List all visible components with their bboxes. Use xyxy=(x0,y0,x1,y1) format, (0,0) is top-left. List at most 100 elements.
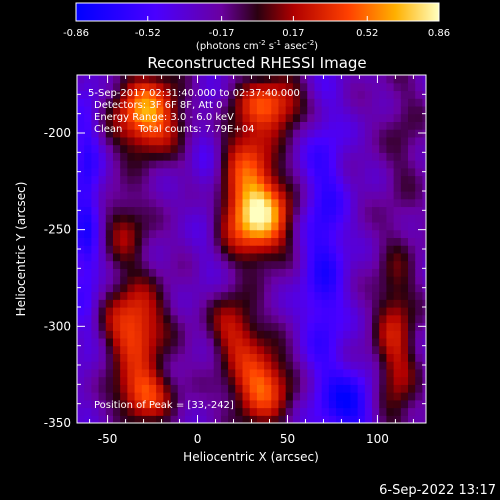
heatmap-cell xyxy=(264,82,272,92)
heatmap-cell xyxy=(307,229,316,238)
heatmap-cell xyxy=(300,283,308,293)
heatmap-cell xyxy=(249,392,258,401)
heatmap-cell xyxy=(336,105,344,115)
heatmap-cell xyxy=(408,392,416,401)
heatmap-cell xyxy=(408,167,416,177)
heatmap-cell xyxy=(177,307,186,316)
heatmap-cell xyxy=(249,245,258,254)
heatmap-cell xyxy=(235,252,244,262)
heatmap-cell xyxy=(400,237,409,246)
heatmap-cell xyxy=(199,283,208,293)
heatmap-cell xyxy=(292,160,301,169)
heatmap-cell xyxy=(264,415,272,423)
heatmap-cell xyxy=(206,299,215,308)
heatmap-cell xyxy=(134,314,143,324)
heatmap-cell xyxy=(199,214,208,223)
heatmap-cell xyxy=(393,361,402,370)
heatmap-cell xyxy=(415,307,424,316)
heatmap-cell xyxy=(84,229,92,238)
heatmap-cell xyxy=(264,121,272,130)
heatmap-cell xyxy=(91,299,100,308)
heatmap-cell xyxy=(170,183,179,192)
heatmap-cell xyxy=(199,407,208,416)
heatmap-cell xyxy=(228,268,236,277)
heatmap-cell xyxy=(199,376,208,385)
heatmap-cell xyxy=(184,252,193,262)
heatmap-cell xyxy=(400,268,409,277)
heatmap-cell xyxy=(350,221,359,231)
heatmap-cell xyxy=(415,206,424,215)
heatmap-cell xyxy=(415,368,424,378)
heatmap-cell xyxy=(228,160,236,169)
heatmap-cell xyxy=(264,167,272,177)
heatmap-cell xyxy=(256,160,265,169)
heatmap-cell xyxy=(314,353,323,362)
heatmap-cell xyxy=(192,330,200,339)
heatmap-cell xyxy=(184,361,193,370)
heatmap-cell xyxy=(206,245,215,254)
heatmap-cell xyxy=(242,237,251,246)
heatmap-cell xyxy=(199,314,208,324)
heatmap-cell xyxy=(271,206,280,215)
heatmap-cell xyxy=(415,121,424,130)
heatmap-cell xyxy=(213,399,222,409)
heatmap-cell xyxy=(220,136,229,146)
heatmap-cell xyxy=(357,337,366,347)
heatmap-cell xyxy=(300,229,308,238)
heatmap-cell xyxy=(91,229,100,238)
heatmap-cell xyxy=(336,268,344,277)
heatmap-cell xyxy=(228,337,236,347)
heatmap-cell xyxy=(105,237,114,246)
heatmap-cell xyxy=(120,245,128,254)
heatmap-cell xyxy=(134,376,143,385)
heatmap-cell xyxy=(372,75,380,84)
heatmap-cell xyxy=(228,90,236,99)
heatmap-cell xyxy=(134,105,143,115)
heatmap-cell xyxy=(264,322,272,331)
heatmap-cell xyxy=(127,307,136,316)
heatmap-cell xyxy=(98,152,107,161)
heatmap-cell xyxy=(343,214,352,223)
heatmap-cell xyxy=(336,260,344,269)
heatmap-cell xyxy=(98,98,107,107)
heatmap-cell xyxy=(220,129,229,138)
heatmap-cell xyxy=(156,314,164,324)
heatmap-cell xyxy=(415,191,424,200)
heatmap-cell xyxy=(199,276,208,285)
heatmap-cell xyxy=(271,268,280,277)
heatmap-cell xyxy=(112,75,121,84)
heatmap-cell xyxy=(220,353,229,362)
heatmap-cell xyxy=(163,337,172,347)
heatmap-cell xyxy=(408,353,416,362)
heatmap-cell xyxy=(249,183,258,192)
heatmap-cell xyxy=(307,337,316,347)
heatmap-cell xyxy=(156,337,164,347)
heatmap-cell xyxy=(120,237,128,246)
heatmap-cell xyxy=(213,252,222,262)
heatmap-cell xyxy=(112,183,121,192)
heatmap-cell xyxy=(264,384,272,393)
heatmap-cell xyxy=(242,276,251,285)
heatmap-cell xyxy=(350,345,359,354)
heatmap-cell xyxy=(314,144,323,153)
heatmap-cell xyxy=(77,407,85,416)
heatmap-cell xyxy=(77,291,85,300)
heatmap-cell xyxy=(228,75,236,84)
heatmap-cell xyxy=(386,167,395,177)
heatmap-cell xyxy=(314,330,323,339)
heatmap-cell xyxy=(148,221,157,231)
heatmap-cell xyxy=(307,105,316,115)
heatmap-cell xyxy=(393,268,402,277)
heatmap-cell xyxy=(300,144,308,153)
heatmap-cell xyxy=(364,392,373,401)
heatmap-cell xyxy=(400,299,409,308)
heatmap-cell xyxy=(379,229,388,238)
heatmap-cell xyxy=(192,206,200,215)
heatmap-cell xyxy=(328,330,337,339)
heatmap-cell xyxy=(328,245,337,254)
heatmap-cell xyxy=(422,183,426,192)
heatmap-cell xyxy=(192,152,200,161)
heatmap-cell xyxy=(357,229,366,238)
heatmap-cell xyxy=(379,291,388,300)
heatmap-cell xyxy=(105,415,114,423)
